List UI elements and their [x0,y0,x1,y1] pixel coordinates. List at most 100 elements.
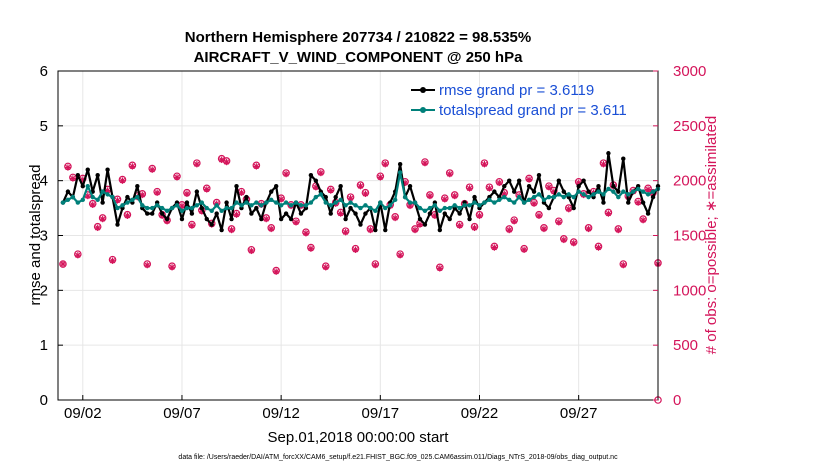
series-point-spread [571,194,576,200]
obs-assimilated-marker [263,215,270,223]
series-point-spread [402,194,408,200]
y-left-tick-label: 5 [40,118,48,135]
series-point-spread [244,200,249,205]
obs-assimilated-marker [282,170,290,178]
obs-assimilated-marker [64,164,72,171]
series-point-spread [452,203,457,208]
series-point-rmse [616,189,621,194]
series-point-spread [333,200,338,205]
series-point-spread [224,205,229,211]
series-point-rmse [457,211,462,216]
series-point-spread [229,205,234,211]
y-right-tick-label: 0 [673,392,681,409]
series-point-spread [283,200,289,205]
obs-assimilated-marker [337,210,344,217]
obs-assimilated-stroke [357,183,364,189]
series-point-spread [511,200,517,205]
series-point-rmse [348,205,353,211]
series-point-spread [95,197,100,203]
series-point-rmse [184,200,190,205]
series-point-spread [640,189,646,194]
series-point-rmse [645,211,651,216]
y-right-tick-label: 2500 [673,118,706,135]
obs-assimilated-marker [144,261,151,269]
obs-assimilated-stroke [412,227,418,233]
obs-assimilated-marker [357,182,364,190]
series-point-spread [328,203,333,208]
obs-assimilated-marker [441,196,448,203]
series-point-spread [536,192,542,197]
series-point-rmse [576,183,581,189]
obs-assimilated-marker [535,212,543,219]
obs-assimilated-stroke [442,196,448,202]
series-point-spread [204,205,209,211]
series-point-spread [239,203,244,208]
series-point-rmse [273,183,279,189]
series-point-spread [442,205,447,211]
series-point-spread [234,200,239,205]
series-point-rmse [650,194,656,200]
obs-assimilated-stroke [491,244,497,251]
series-point-rmse [105,167,110,172]
obs-assimilated-stroke [595,244,602,251]
series-point-spread [110,194,115,200]
obs-assimilated-marker [615,226,622,234]
obs-assimilated-marker [501,190,508,198]
series-point-spread [80,197,85,203]
x-tick-label: 09/22 [461,405,499,422]
obs-assimilated-stroke [179,203,185,209]
obs-assimilated-stroke [407,203,413,209]
obs-assimilated-stroke [615,227,621,233]
series-point-spread [457,205,462,211]
series-point-spread [249,203,254,208]
series-point-spread [189,205,195,211]
series-point-rmse [531,189,537,194]
obs-assimilated-stroke [328,187,334,194]
obs-assimilated-marker [228,226,235,234]
series-point-spread [298,203,304,208]
series-point-rmse [125,194,130,200]
obs-assimilated-stroke [283,171,289,177]
obs-assimilated-marker [193,161,201,168]
obs-assimilated-stroke [466,185,473,191]
obs-assimilated-stroke [571,240,577,246]
series-point-spread [606,186,611,192]
obs-assimilated-marker [540,225,548,233]
obs-assimilated-stroke [233,212,240,218]
obs-assimilated-stroke [536,213,542,219]
series-point-spread [358,205,363,211]
series-point-spread [541,197,547,203]
series-point-spread [259,203,264,208]
series-point-spread [591,192,596,197]
obs-assimilated-stroke [124,213,131,219]
obs-assimilated-marker [436,265,444,272]
series-point-rmse [621,156,626,161]
series-point-spread [159,205,165,211]
obs-assimilated-stroke [149,167,155,173]
obs-assimilated-stroke [70,175,76,182]
obs-assimilated-stroke [184,191,190,197]
obs-assimilated-marker [510,218,518,225]
series-point-rmse [596,183,601,189]
obs-assimilated-stroke [228,227,235,233]
series-point-rmse [85,167,90,172]
obs-assimilated-stroke [174,174,180,181]
obs-assimilated-marker [382,161,389,168]
series-point-rmse [229,216,234,222]
obs-assimilated-stroke [417,221,423,228]
series-point-rmse [407,183,413,189]
series-point-spread [561,194,566,200]
obs-assimilated-marker [124,212,131,219]
obs-assimilated-stroke [144,262,150,268]
series-point-spread [422,208,428,214]
obs-assimilated-stroke [372,262,378,268]
series-point-spread [427,205,433,211]
series-point-spread [313,194,319,200]
series-point-rmse [164,216,170,222]
series-point-rmse [447,216,452,222]
series-point-spread [353,203,358,208]
x-tick-label: 09/27 [560,405,598,422]
series-point-spread [626,192,631,197]
obs-assimilated-stroke [248,248,255,254]
obs-assimilated-marker [188,222,196,229]
